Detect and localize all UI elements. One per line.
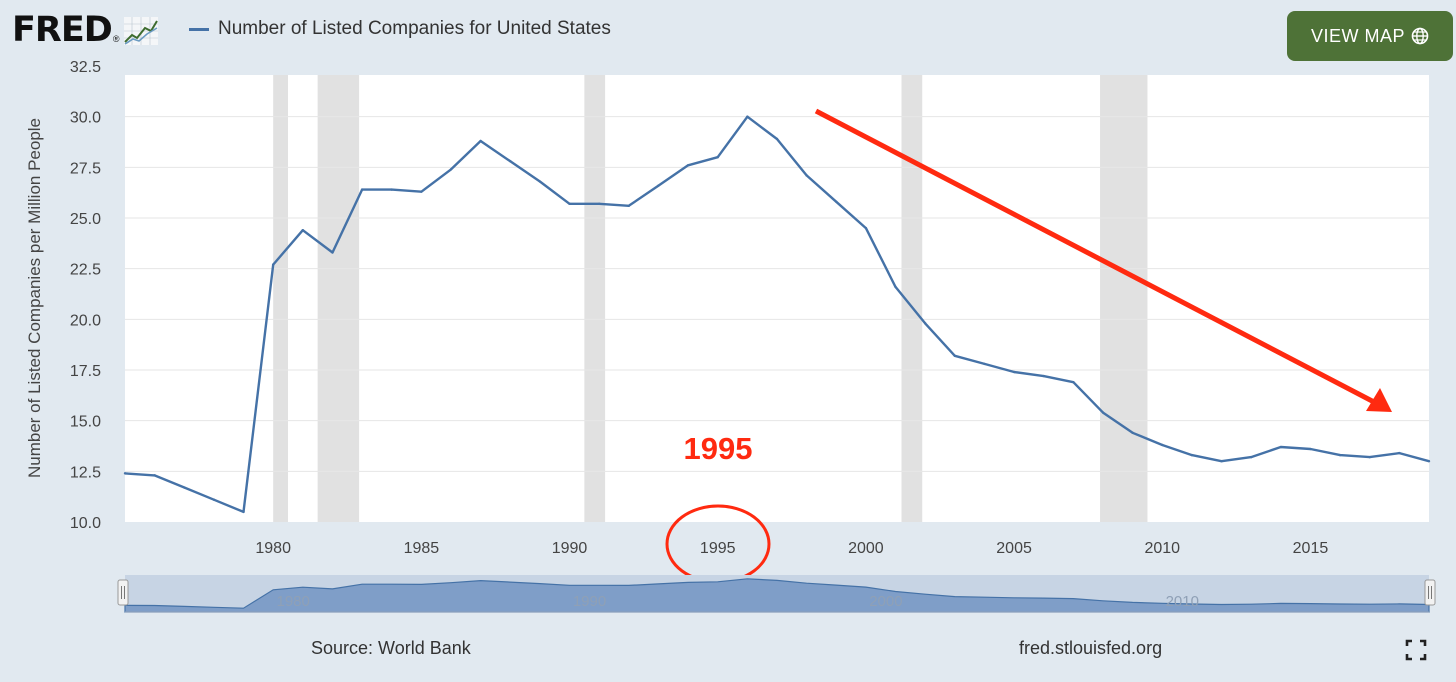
globe-icon <box>1411 27 1429 45</box>
data-point <box>686 164 690 167</box>
data-point <box>509 160 512 163</box>
data-point <box>1190 453 1194 457</box>
data-point <box>568 202 571 206</box>
data-point <box>449 168 453 171</box>
navigator-tick-label: 1990 <box>573 593 606 610</box>
data-point <box>1398 451 1401 455</box>
data-point <box>420 190 423 193</box>
trend-arrow <box>814 108 1376 405</box>
data-point <box>716 156 719 159</box>
data-point <box>153 474 156 477</box>
data-point <box>360 188 364 191</box>
data-point <box>1161 443 1164 447</box>
data-point <box>1220 460 1223 463</box>
y-tick-label: 27.5 <box>70 160 101 177</box>
view-map-button[interactable]: VIEW MAP <box>1287 11 1453 61</box>
legend-swatch <box>189 27 209 31</box>
data-point <box>331 251 334 254</box>
data-point <box>894 285 897 289</box>
data-point <box>123 472 127 475</box>
recession-band <box>584 75 606 522</box>
data-point <box>1131 431 1134 435</box>
x-tick-label: 1990 <box>552 540 588 557</box>
navigator-tick-label: 2000 <box>869 593 902 610</box>
data-point <box>835 200 838 203</box>
logo-registered-mark: ® <box>112 34 120 44</box>
plot-background <box>125 75 1429 522</box>
view-map-label: VIEW MAP <box>1310 25 1405 46</box>
logo-text: FRED <box>12 10 113 50</box>
data-point <box>746 115 749 118</box>
fred-logo[interactable]: FRED ® <box>12 10 159 50</box>
x-tick-label: 1995 <box>700 540 736 557</box>
fullscreen-icon[interactable] <box>1404 638 1428 662</box>
recession-band <box>317 75 360 522</box>
y-tick-label: 25.0 <box>70 211 101 228</box>
data-point <box>1368 455 1371 459</box>
data-point <box>1309 447 1312 451</box>
data-point <box>1427 460 1431 463</box>
trend-arrowhead <box>1366 388 1392 412</box>
data-point <box>212 498 216 501</box>
data-point <box>479 139 482 143</box>
trend-chart-icon <box>124 17 159 45</box>
x-tick-label: 2010 <box>1144 540 1180 557</box>
data-point <box>953 354 957 358</box>
navigator-handle-left[interactable] <box>117 579 129 606</box>
data-point <box>1042 374 1045 378</box>
annotation-label: 1995 <box>684 431 753 466</box>
y-tick-label: 10.0 <box>70 515 101 532</box>
data-point <box>538 180 542 183</box>
data-point <box>923 322 927 325</box>
site-link[interactable]: fred.stlouisfed.org <box>1019 638 1163 658</box>
y-tick-label: 32.5 <box>70 59 101 76</box>
source-label: Source: World Bank <box>311 638 471 658</box>
navigator-track[interactable] <box>125 575 1429 612</box>
data-point <box>1249 455 1253 459</box>
y-tick-label: 15.0 <box>70 414 101 431</box>
data-point <box>242 510 245 514</box>
data-point <box>301 228 305 232</box>
y-tick-label: 12.5 <box>70 464 101 481</box>
data-point <box>1279 445 1283 449</box>
y-tick-label: 20.0 <box>70 312 101 329</box>
data-point <box>1072 380 1075 384</box>
recession-band <box>1100 75 1148 522</box>
legend-label: Number of Listed Companies for United St… <box>218 18 611 39</box>
y-tick-label: 30.0 <box>70 110 101 127</box>
navigator-tick-label: 2010 <box>1166 593 1199 610</box>
y-tick-label: 22.5 <box>70 262 101 279</box>
data-point <box>1338 453 1342 457</box>
navigator-handle-right[interactable] <box>1424 579 1436 606</box>
annotation-circle <box>665 504 771 584</box>
data-point <box>597 202 601 206</box>
y-tick-label: 17.5 <box>70 363 101 380</box>
x-tick-label: 1985 <box>404 540 440 557</box>
y-axis-label: Number of Listed Companies per Million P… <box>25 118 44 478</box>
data-point <box>864 226 868 230</box>
data-point <box>390 188 393 191</box>
data-point <box>1012 370 1016 374</box>
navigator-tick-label: 1980 <box>276 593 309 610</box>
data-point <box>657 184 660 187</box>
data-point <box>805 174 808 177</box>
data-point <box>627 204 631 208</box>
x-tick-label: 2005 <box>996 540 1032 557</box>
x-tick-label: 2015 <box>1293 540 1329 557</box>
navigator-series-area <box>124 578 1430 613</box>
recession-band <box>273 75 288 522</box>
data-point <box>1101 411 1105 414</box>
data-point <box>183 486 186 489</box>
legend[interactable]: Number of Listed Companies for United St… <box>189 18 611 40</box>
data-point <box>271 263 275 266</box>
recession-band <box>901 75 923 522</box>
x-tick-label: 1980 <box>255 540 291 557</box>
series-line <box>124 115 1430 514</box>
x-tick-label: 2000 <box>848 540 884 557</box>
data-point <box>983 362 986 366</box>
data-point <box>775 137 779 141</box>
